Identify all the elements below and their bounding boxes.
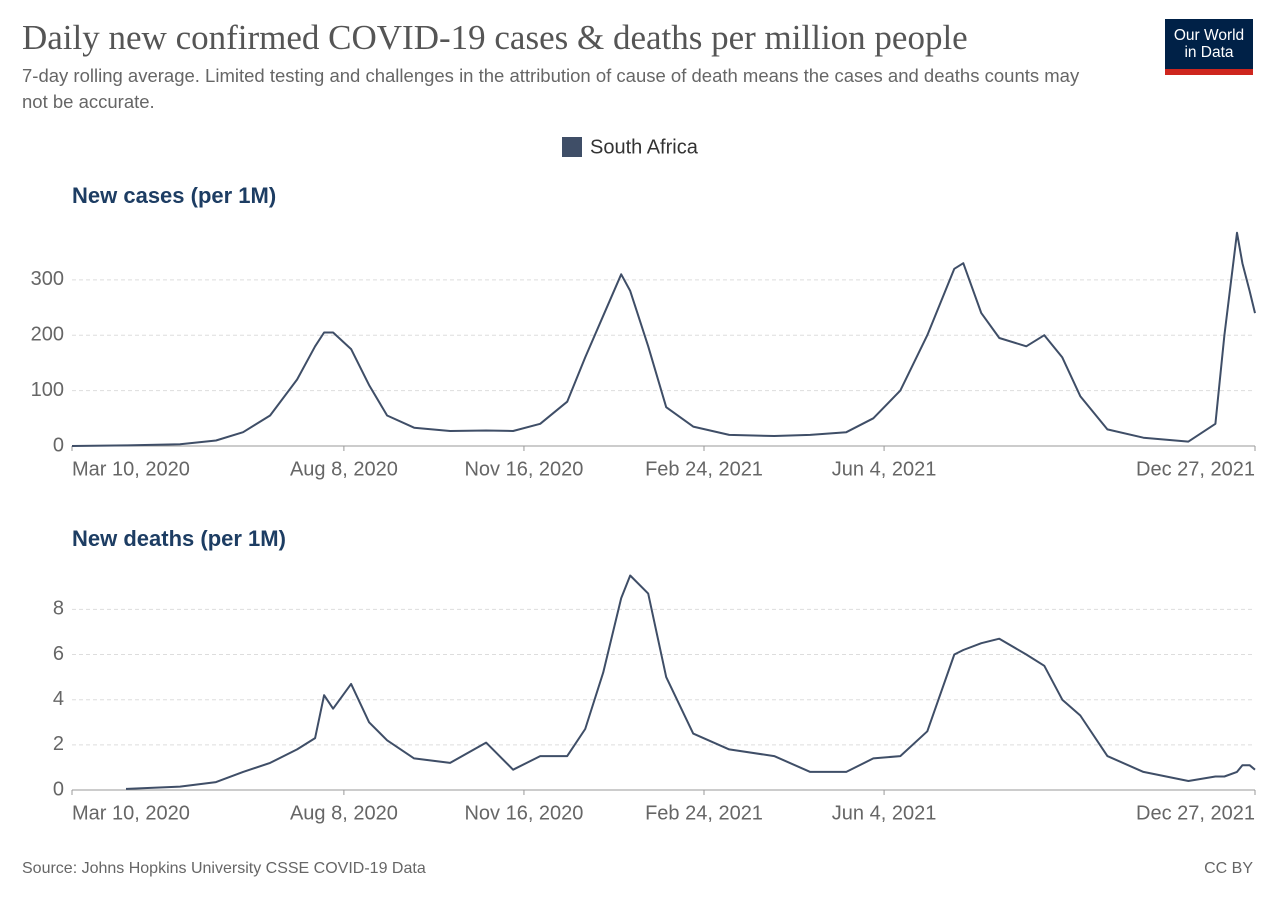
source: Source: Johns Hopkins University CSSE CO… (22, 860, 426, 877)
panel-title: New deaths (per 1M) (72, 526, 286, 551)
legend-label: South Africa (590, 136, 699, 158)
x-tick-label: Aug 8, 2020 (290, 458, 398, 480)
y-tick-label: 300 (31, 268, 64, 290)
logo-text[interactable]: Our World in Data (1173, 27, 1245, 61)
x-tick-label: Nov 16, 2020 (464, 802, 583, 824)
x-tick-label: Feb 24, 2021 (645, 458, 763, 480)
y-tick-label: 0 (53, 434, 64, 456)
x-tick-label: Nov 16, 2020 (464, 458, 583, 480)
logo[interactable]: Our World in Data (1165, 19, 1253, 75)
legend-swatch (562, 137, 582, 157)
title: Daily new confirmed COVID-19 cases & dea… (22, 18, 968, 57)
x-tick-label: Aug 8, 2020 (290, 802, 398, 824)
subtitle: 7-day rolling average. Limited testing a… (22, 65, 1080, 112)
x-tick-label: Jun 4, 2021 (832, 802, 937, 824)
x-tick-label: Mar 10, 2020 (72, 458, 190, 480)
y-tick-label: 4 (53, 688, 64, 710)
y-tick-label: 200 (31, 324, 64, 346)
series-line (125, 574, 1256, 790)
x-tick-label: Dec 27, 2021 (1136, 458, 1255, 480)
y-tick-label: 0 (53, 778, 64, 800)
panel-title: New cases (per 1M) (72, 183, 276, 208)
y-tick-label: 2 (53, 733, 64, 755)
x-tick-label: Mar 10, 2020 (72, 802, 190, 824)
license[interactable]: CC BY (1204, 860, 1253, 877)
x-tick-label: Jun 4, 2021 (832, 458, 937, 480)
series-line (71, 231, 1256, 447)
x-tick-label: Dec 27, 2021 (1136, 802, 1255, 824)
x-tick-label: Feb 24, 2021 (645, 802, 763, 824)
charts: South Africa New cases (per 1M) 0 100 200 300… (31, 136, 1256, 824)
y-tick-label: 8 (53, 598, 64, 620)
y-tick-label: 6 (53, 643, 64, 665)
y-tick-label: 100 (31, 379, 64, 401)
